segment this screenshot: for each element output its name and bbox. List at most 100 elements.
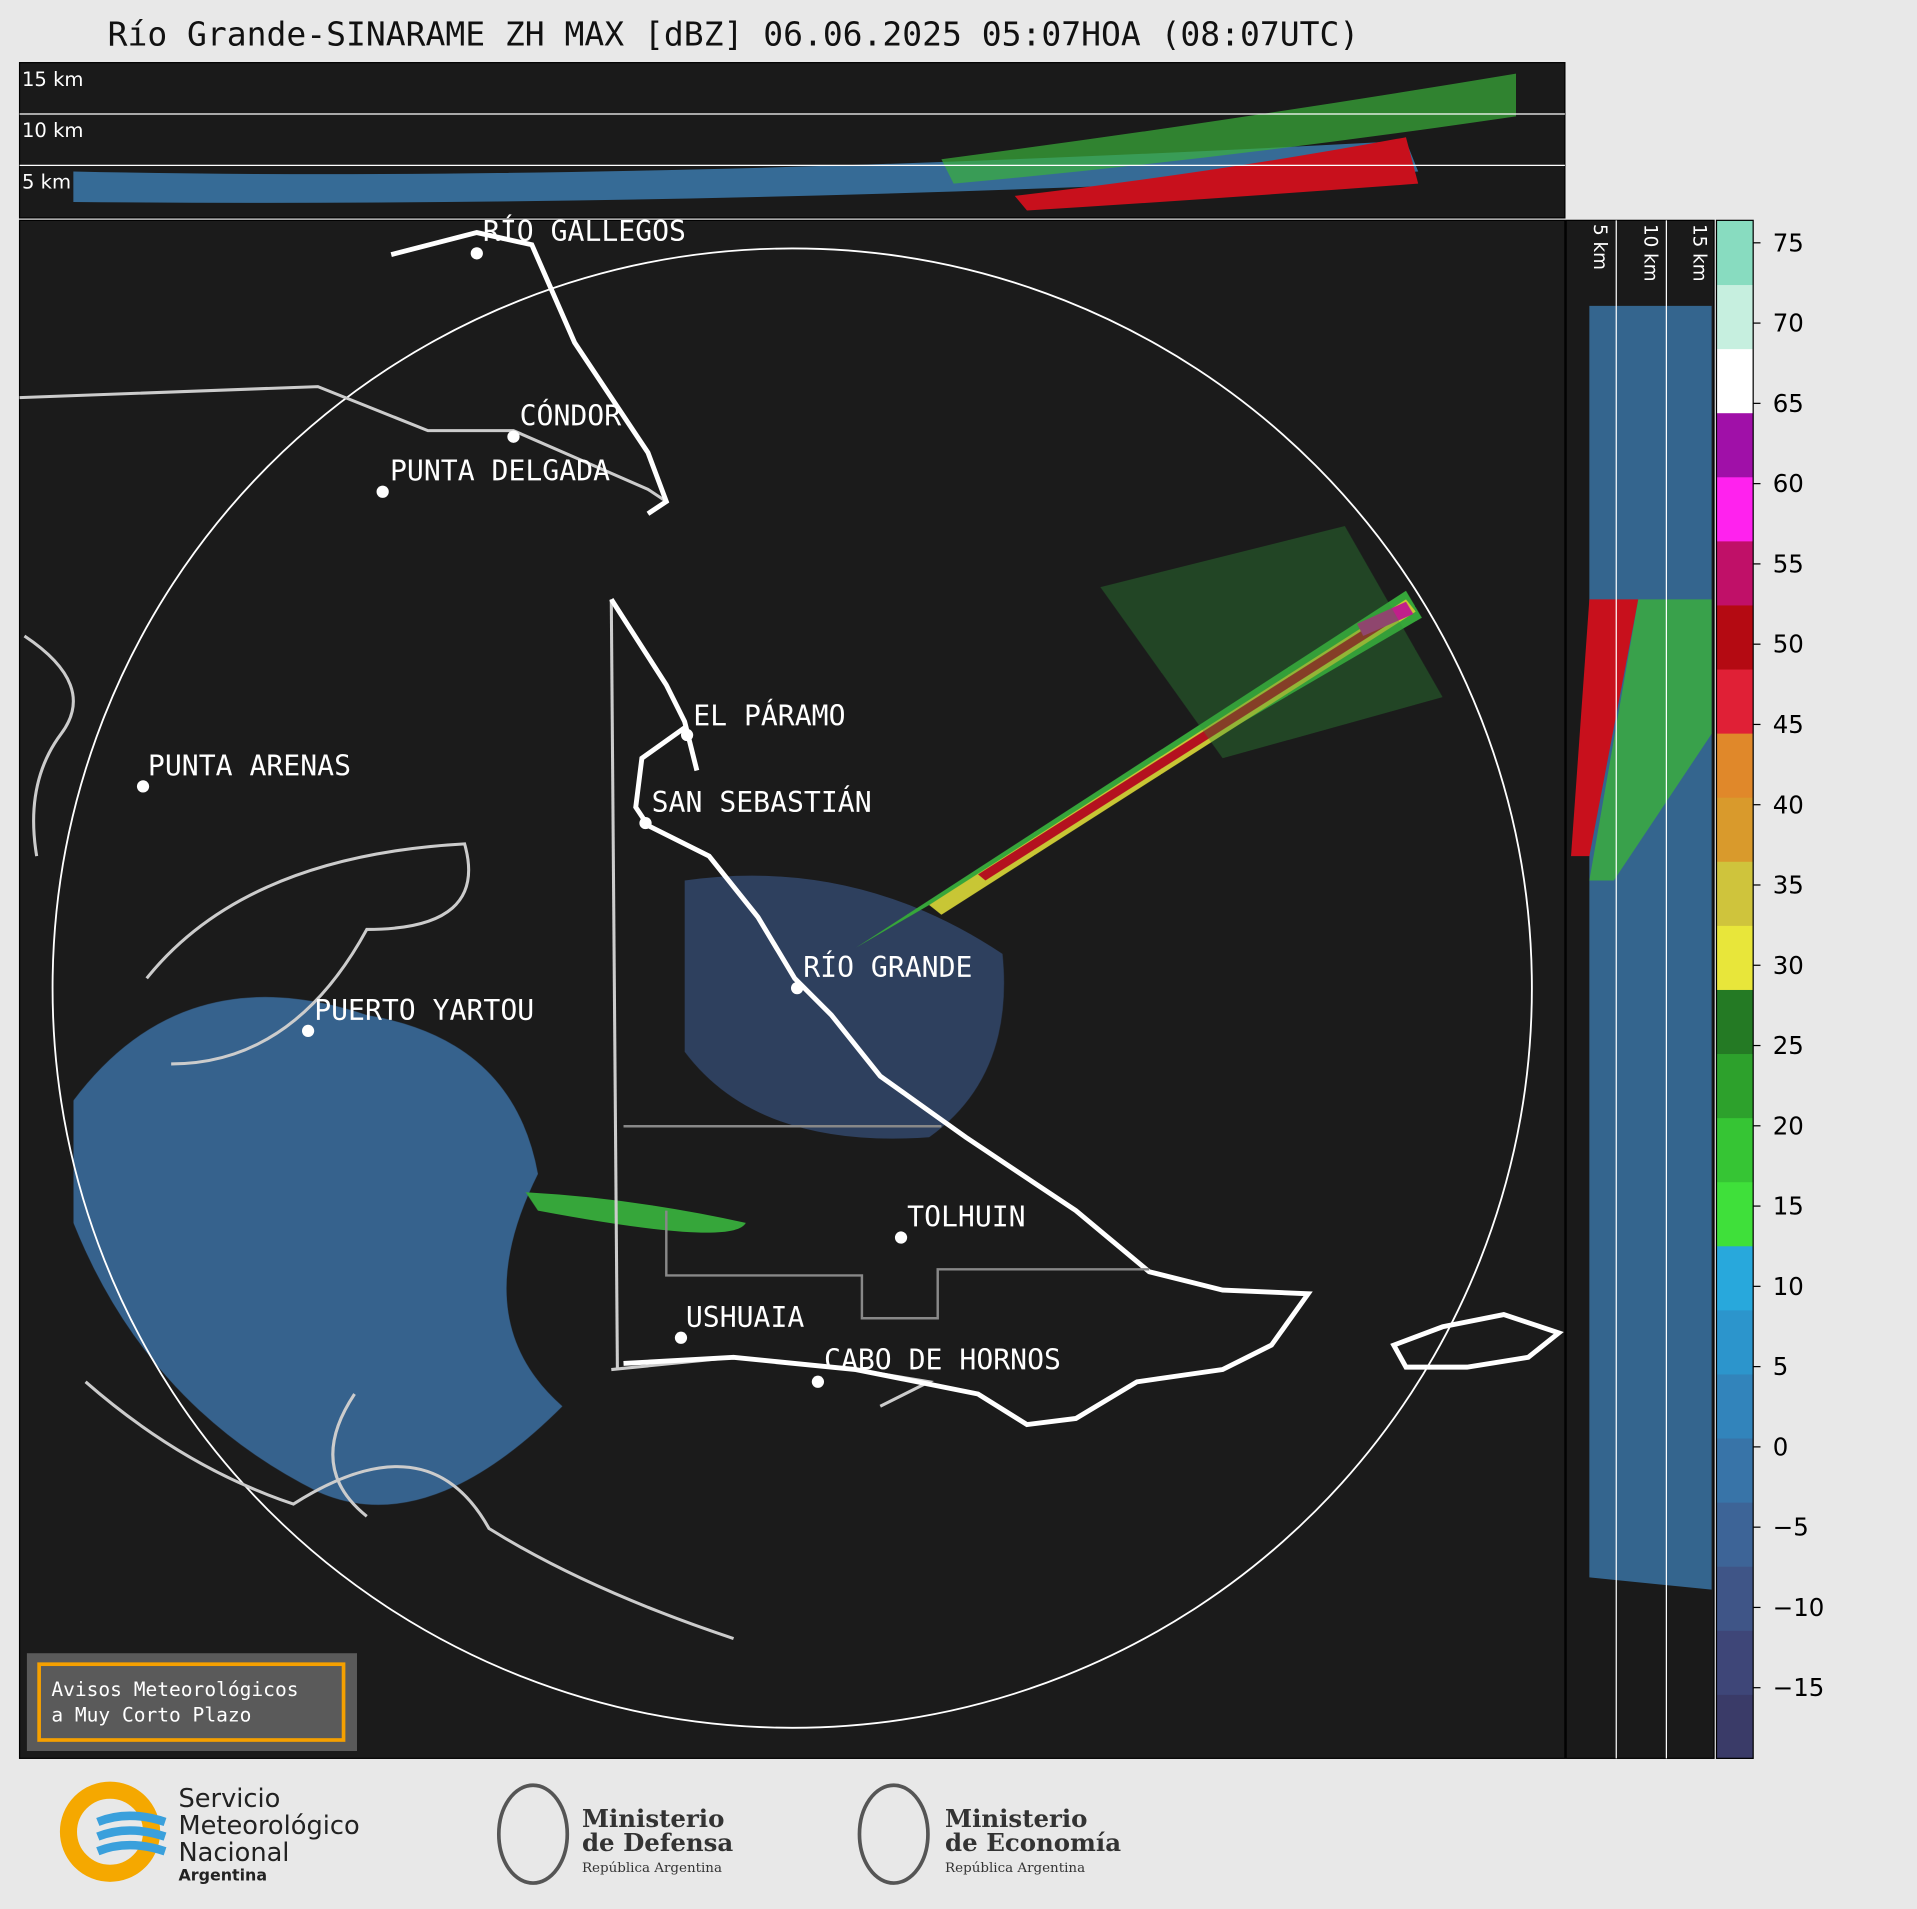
logo-text: República Argentina	[945, 1861, 1085, 1876]
city-label: RÍO GALLEGOS	[483, 214, 686, 248]
colorbar-segment	[1716, 1502, 1754, 1567]
borders	[390, 230, 1564, 1428]
echo	[1589, 305, 1712, 1590]
colorbar-tick-label: 0	[1773, 1432, 1789, 1461]
map-panel	[18, 219, 1566, 1759]
colorbar-segment	[1716, 668, 1754, 734]
colorbar-segment	[1716, 1117, 1754, 1183]
colorbar-segment	[1716, 989, 1754, 1055]
logo-text: de Defensa	[582, 1828, 733, 1857]
city-label: RÍO GRANDE	[803, 950, 972, 984]
colorbar-tick-label: 40	[1773, 790, 1804, 819]
logo-text: Argentina	[178, 1866, 267, 1885]
logo-text: de Economía	[945, 1828, 1121, 1857]
height-label: 15 km	[22, 68, 83, 91]
city-label: PUERTO YARTOU	[314, 994, 534, 1027]
colorbar-tick-label: 70	[1773, 309, 1804, 338]
city-label: CÓNDOR	[520, 399, 622, 433]
height-label: 10 km	[22, 119, 83, 142]
notice-text: Avisos Meteorológicos	[51, 1678, 298, 1701]
city-dot	[894, 1231, 908, 1244]
district-lines	[623, 1125, 1150, 1320]
echo	[1571, 599, 1639, 857]
colorbar-segment	[1716, 925, 1754, 990]
city-dot	[791, 982, 804, 995]
city-dot	[470, 247, 483, 260]
smn-logo	[59, 1781, 167, 1882]
colorbar-segment	[1716, 412, 1754, 478]
city-label: EL PÁRAMO	[693, 698, 845, 732]
colorbar-tick-label: −10	[1773, 1593, 1825, 1622]
echo	[1014, 137, 1419, 211]
colorbar-segment	[1716, 1053, 1754, 1119]
colorbar-segment	[1716, 348, 1754, 414]
colorbar-tick-label: 30	[1773, 951, 1804, 980]
emblem	[496, 1783, 570, 1885]
colorbar-segment	[1716, 1245, 1754, 1311]
echo	[941, 73, 1516, 184]
colorbar-tick-label: 75	[1773, 228, 1804, 257]
colorbar-tick-label: 25	[1773, 1031, 1804, 1060]
colorbar-segment	[1716, 1437, 1754, 1503]
colorbar-tick-label: 60	[1773, 469, 1804, 498]
title: Río Grande-SINARAME ZH MAX [dBZ] 06.06.2…	[108, 15, 1360, 54]
logo-text: Servicio	[178, 1784, 280, 1814]
city-label: PUNTA DELGADA	[390, 455, 610, 488]
range-ring	[51, 247, 1533, 1729]
colorbar-tick-label: 50	[1773, 630, 1804, 659]
colorbar-segment	[1716, 284, 1754, 350]
logo-text: Ministerio	[945, 1804, 1087, 1833]
notice-text: a Muy Corto Plazo	[51, 1704, 251, 1727]
colorbar-segment	[1716, 1630, 1754, 1695]
city-dot	[680, 728, 694, 742]
colorbar-segment	[1716, 797, 1754, 862]
colorbar-segment	[1716, 1373, 1754, 1439]
city-label: TOLHUIN	[907, 1201, 1025, 1234]
notice-frame	[37, 1662, 346, 1742]
emblem	[857, 1783, 930, 1885]
colorbar-segment	[1716, 220, 1754, 286]
city-dot	[811, 1375, 825, 1388]
colorbar-segment	[1716, 733, 1754, 798]
colorbar-segment	[1716, 604, 1754, 670]
echo	[1589, 599, 1712, 881]
colorbar-segment	[1716, 1566, 1754, 1631]
city-label: USHUAIA	[686, 1301, 805, 1334]
colorbar-segment	[1716, 1181, 1754, 1247]
city-dot	[136, 780, 150, 793]
notice-box	[26, 1653, 357, 1752]
echoes	[73, 525, 1443, 1505]
logo-text: Meteorológico	[178, 1811, 359, 1841]
colorbar-tick-label: 5	[1773, 1352, 1789, 1381]
height-label: 5 km	[1589, 224, 1610, 270]
colorbar-tick-label: 15	[1773, 1192, 1804, 1221]
colorbar-segment	[1716, 476, 1754, 542]
echo	[73, 140, 1419, 203]
colorbar-frame	[1715, 219, 1754, 1759]
colorbar-tick-label: 35	[1773, 871, 1804, 900]
colorbar-tick-label: −15	[1773, 1673, 1825, 1702]
colorbar-tick-label: 10	[1773, 1272, 1804, 1301]
city-dot	[639, 816, 652, 830]
colorbar-segment	[1716, 1309, 1754, 1375]
height-label: 10 km	[1639, 224, 1660, 282]
city-label: PUNTA ARENAS	[148, 749, 351, 782]
colorbar-tick-label: −5	[1773, 1513, 1809, 1542]
city-label: CABO DE HORNOS	[824, 1344, 1061, 1377]
colorbar-tick-label: 65	[1773, 389, 1804, 418]
height-label: 15 km	[1688, 224, 1709, 282]
city-dot	[674, 1331, 688, 1344]
colorbar-segment	[1716, 540, 1754, 606]
colorbar-segment	[1716, 1694, 1754, 1759]
height-label: 5 km	[22, 171, 71, 194]
city-dot	[376, 485, 389, 498]
logo-text: República Argentina	[582, 1861, 722, 1876]
colorbar-segment	[1716, 861, 1754, 926]
logo-text: Ministerio	[582, 1804, 724, 1833]
colorbar-tick-label: 55	[1773, 549, 1804, 578]
city-dot	[507, 430, 520, 443]
logo-text: Nacional	[178, 1838, 289, 1868]
city-label: SAN SEBASTIÁN	[652, 785, 872, 819]
